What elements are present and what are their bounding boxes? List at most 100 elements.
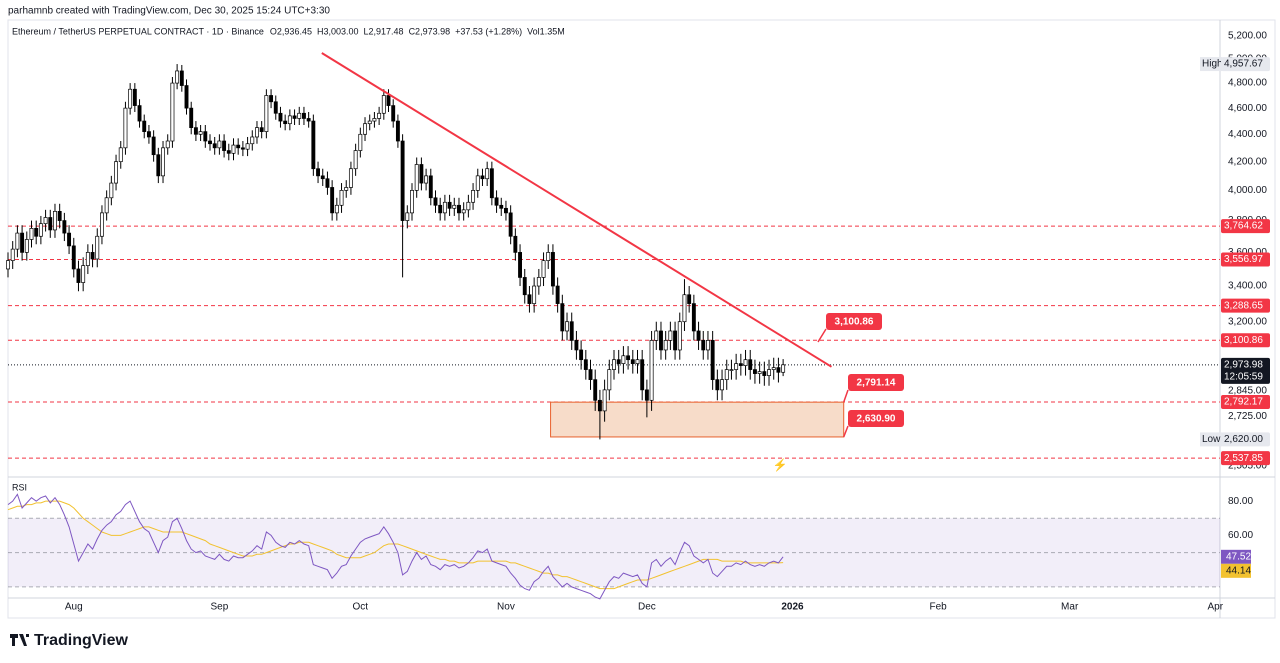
high-tag-bg [1221,57,1270,72]
candle-body [137,105,142,122]
candle-body [377,112,382,119]
candle-body [659,330,663,351]
candle-body [762,371,767,376]
candle-body [353,150,358,170]
high-text: High [1202,59,1223,70]
candle-body [701,340,706,351]
candle-body [151,136,156,156]
candle-body [546,252,551,261]
candle-body [724,369,729,380]
level-tag-bg [1221,333,1270,348]
candle-body [729,369,734,371]
x-tick-label: Feb [930,602,948,613]
candle-body [475,175,480,191]
x-tick-label: Mar [1061,602,1079,613]
low-text: Low [1202,434,1221,445]
candle-body [20,232,25,253]
y-tick-label: 4,600.00 [1228,103,1267,114]
candle-body [386,95,391,106]
credit: parhamnb created with TradingView.com, D… [8,6,330,17]
candle-body [29,228,34,240]
candle-body [306,118,311,122]
level-tag: 3,764.62 [1224,221,1263,232]
candle-body [668,330,673,341]
alert-icon[interactable]: ⚡ [773,458,788,472]
candle-body [743,359,748,366]
candle-body [499,204,504,209]
candle-body [616,359,621,364]
candle-body [715,379,720,391]
candle-body [550,252,555,287]
level-tag: 2,792.17 [1224,397,1263,408]
legend-high: H3,003.00 [317,26,359,36]
candle-body [400,140,405,221]
candle-body [236,144,241,149]
annotation-pointer [843,425,849,438]
logo-icon [10,634,29,646]
candle-body [132,88,137,106]
x-tick-label: 2026 [781,602,804,613]
candle-body [104,197,109,214]
candle-body [114,161,118,184]
candle-body [687,294,692,304]
candle-body [15,232,20,250]
candle-body [100,212,104,237]
candle-body [34,228,39,237]
candle-body [146,131,151,138]
candle-body [612,359,616,370]
candle-body [184,85,189,109]
candle-body [738,363,743,366]
candle-body [109,182,114,199]
candle-body [565,321,569,332]
candle-body [410,190,414,214]
candle-body [405,212,410,221]
candle-body [752,369,757,374]
x-tick-label: Sep [210,602,228,613]
candle-body [245,143,250,150]
candle-body [466,201,471,211]
level-tag-bg [1221,252,1270,267]
annotation-box [848,410,904,427]
candle-body [757,371,762,374]
candle-body [654,330,659,341]
candle-body [292,115,297,119]
candle-body [273,101,278,114]
frame [7,19,1276,619]
candle-body [334,204,339,214]
rsi-ma-last: 44.14 [1226,565,1251,576]
level-tag: 2,537.85 [1224,453,1263,464]
candle-body [583,359,588,370]
candle-body [461,209,466,214]
symbol: Ethereum / TetherUS PERPETUAL CONTRACT ·… [12,26,264,36]
x-tick-label: Apr [1208,602,1224,613]
candle-body [372,118,377,122]
candle-body [720,379,724,391]
level-tag: 3,100.86 [1224,335,1263,346]
candle-body [574,340,579,351]
candle-body [649,340,654,401]
annotation-box [848,374,904,391]
candle-body [447,201,452,209]
candle-body [508,212,513,237]
candle-body [414,164,419,191]
candle-body [527,294,532,304]
legend-volume: Vol1.35M [527,26,565,36]
candle-body [513,235,518,253]
candle-body [255,127,259,138]
low-tag-bg [1221,432,1270,447]
candle-body [621,355,626,364]
high-tag: 4,957.67 [1224,59,1263,70]
candle-body [189,107,194,128]
legend-open: O2,936.45 [270,26,312,36]
candle-body [316,168,320,177]
candle-body [10,248,15,261]
candle-body [442,201,447,214]
candle-body [602,389,607,412]
x-tick-label: Oct [353,602,369,613]
candle-body [438,204,443,214]
trendline [321,52,833,368]
y-tick-label: 5,200.00 [1228,31,1267,42]
demand-zone [550,401,845,438]
candle-body [67,232,72,247]
candle-body [240,147,245,150]
